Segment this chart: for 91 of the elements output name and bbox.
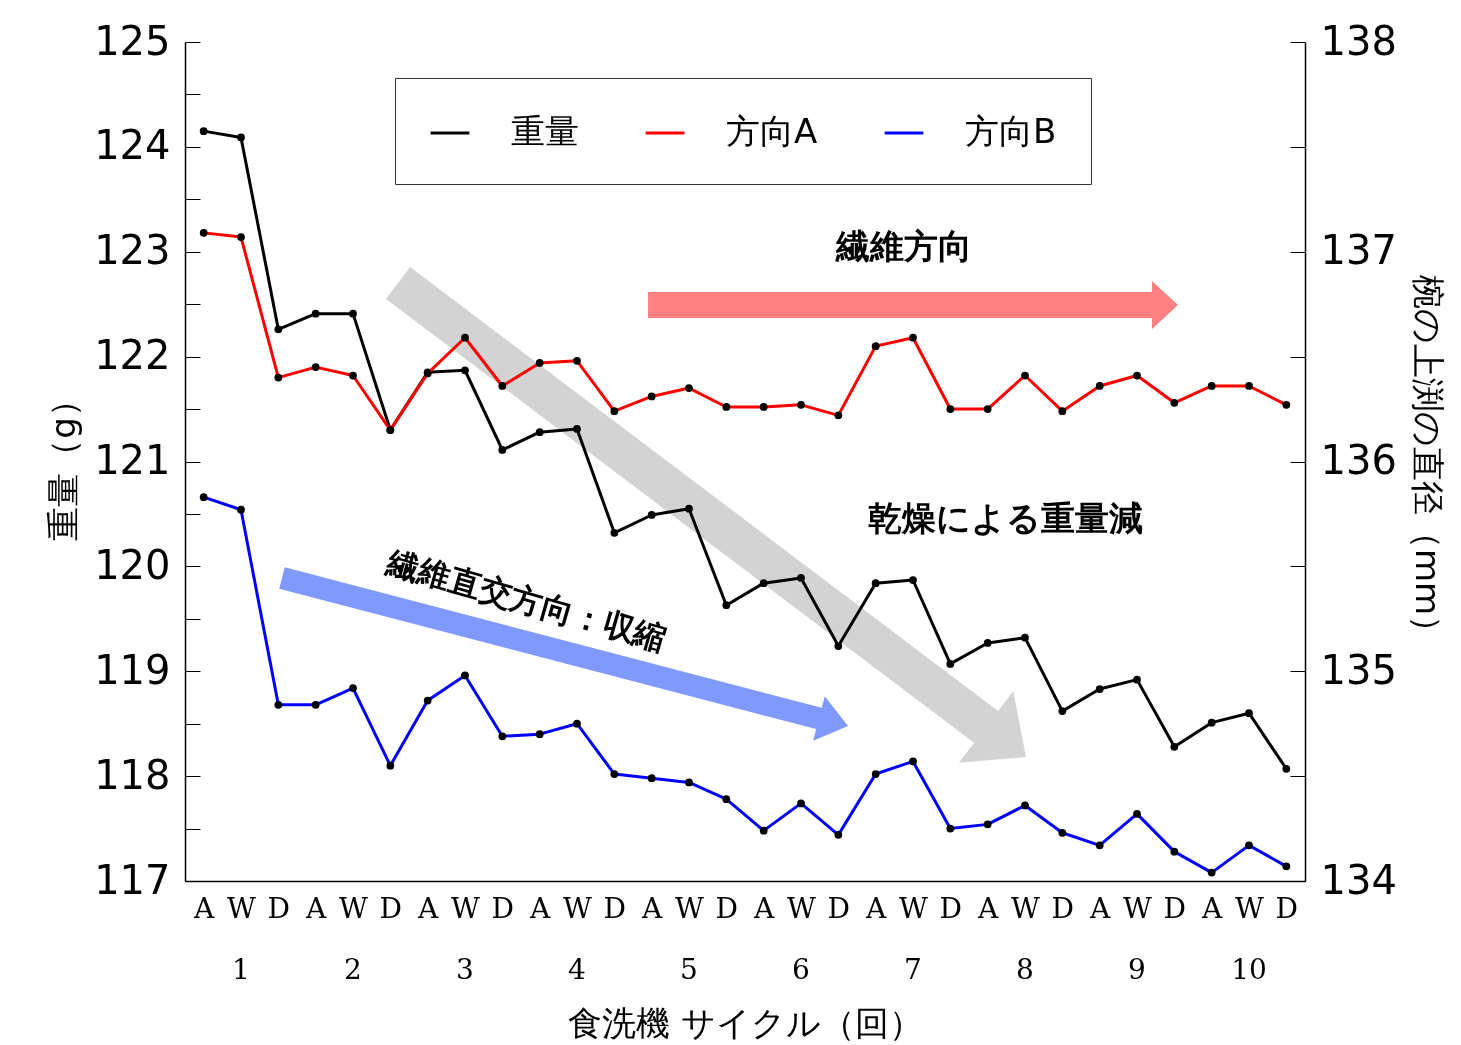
point <box>199 127 208 136</box>
point <box>797 574 805 582</box>
point <box>983 639 992 647</box>
point <box>1207 718 1216 727</box>
text: 7 <box>904 953 922 986</box>
y2-tick-label: 138 <box>1320 17 1397 64</box>
point <box>1095 685 1104 693</box>
x-tick-label: D <box>1051 891 1075 925</box>
x-tick-label: W <box>675 891 705 925</box>
x-tick-label: W <box>451 891 481 925</box>
x-tick-label: W <box>787 891 817 925</box>
point <box>909 576 917 584</box>
x-tick-label: D <box>715 891 739 925</box>
text: 4 <box>568 953 586 986</box>
x-tick-label: D <box>491 891 515 925</box>
y-axis-title: 重量（g） <box>43 383 84 541</box>
point <box>946 660 955 668</box>
point <box>610 528 619 537</box>
x-tick-label: A <box>305 891 328 925</box>
x-tick-label: W <box>1011 891 1041 925</box>
y-tick-label: 125 <box>94 17 171 64</box>
x-tick-label: D <box>939 891 963 925</box>
text: 8 <box>1016 953 1034 986</box>
point <box>535 428 544 436</box>
x-tick-label: D <box>1163 891 1187 925</box>
text: 1 <box>232 953 250 986</box>
x-tick-label: A <box>865 891 888 925</box>
point <box>685 504 693 513</box>
x-tick-label: W <box>227 891 257 925</box>
point <box>311 309 320 318</box>
annotation: 繊維直交方向：収縮 <box>382 542 671 659</box>
x-tick-label: D <box>603 891 627 925</box>
x-tick-label: A <box>417 891 440 925</box>
x-tick-label: W <box>899 891 929 925</box>
point <box>647 511 656 519</box>
x-tick-label: A <box>1201 891 1224 925</box>
x-tick-label: D <box>267 891 291 925</box>
y-tick-label: 124 <box>94 122 171 169</box>
x-tick-label: A <box>193 891 216 925</box>
text: 5 <box>680 953 698 986</box>
x-tick-label: W <box>1123 891 1153 925</box>
y-tick-label: 120 <box>94 541 171 588</box>
text: 2 <box>344 953 362 986</box>
text: 9 <box>1128 953 1146 986</box>
legend-label: 方向A <box>726 111 818 151</box>
point <box>1245 709 1253 718</box>
y-tick-label: 117 <box>94 856 171 903</box>
point <box>1021 633 1029 642</box>
point <box>834 642 843 650</box>
x-tick-label: A <box>641 891 664 925</box>
point <box>1282 764 1291 773</box>
point <box>871 579 880 588</box>
x-tick-label: D <box>827 891 851 925</box>
x-tick-label: W <box>1235 891 1265 925</box>
legend-label: 重量 <box>511 111 579 151</box>
y2-axis-title: 椀の上渕の直径（mm） <box>1407 274 1448 650</box>
y2-tick-label: 137 <box>1320 227 1397 274</box>
point <box>237 133 245 142</box>
point <box>349 309 357 318</box>
point <box>722 601 731 610</box>
text: 3 <box>456 953 474 986</box>
y2-tick-label: 136 <box>1320 437 1397 483</box>
point <box>573 425 581 433</box>
annotation: 繊維方向 <box>835 226 972 266</box>
x-tick-label: A <box>753 891 776 925</box>
x-tick-label: W <box>339 891 369 925</box>
x-tick-label: A <box>529 891 552 925</box>
point <box>1170 742 1179 751</box>
y-tick-label: 122 <box>94 332 171 379</box>
point <box>498 446 507 454</box>
x-tick-label: D <box>379 891 403 925</box>
y2-tick-label: 134 <box>1320 856 1397 903</box>
point <box>274 325 283 334</box>
y-tick-label: 119 <box>94 646 171 693</box>
x-tick-label: W <box>563 891 593 925</box>
x-tick-label: D <box>1275 891 1299 925</box>
text: 10 <box>1231 953 1267 986</box>
point <box>1133 675 1141 684</box>
y-tick-label: 123 <box>94 227 171 274</box>
legend-label: 方向B <box>965 111 1057 151</box>
point <box>1058 707 1067 715</box>
point <box>461 366 469 375</box>
y-tick-label: 121 <box>94 437 171 483</box>
text: 6 <box>792 953 810 986</box>
x-tick-label: A <box>977 891 1000 925</box>
y-tick-label: 118 <box>94 751 171 798</box>
y2-tick-label: 135 <box>1320 646 1397 693</box>
x-tick-label: A <box>1089 891 1112 925</box>
annotation: 乾燥による重量減 <box>868 498 1143 538</box>
point <box>759 579 768 588</box>
x-axis-title: 食洗機 サイクル（回） <box>568 1002 923 1043</box>
